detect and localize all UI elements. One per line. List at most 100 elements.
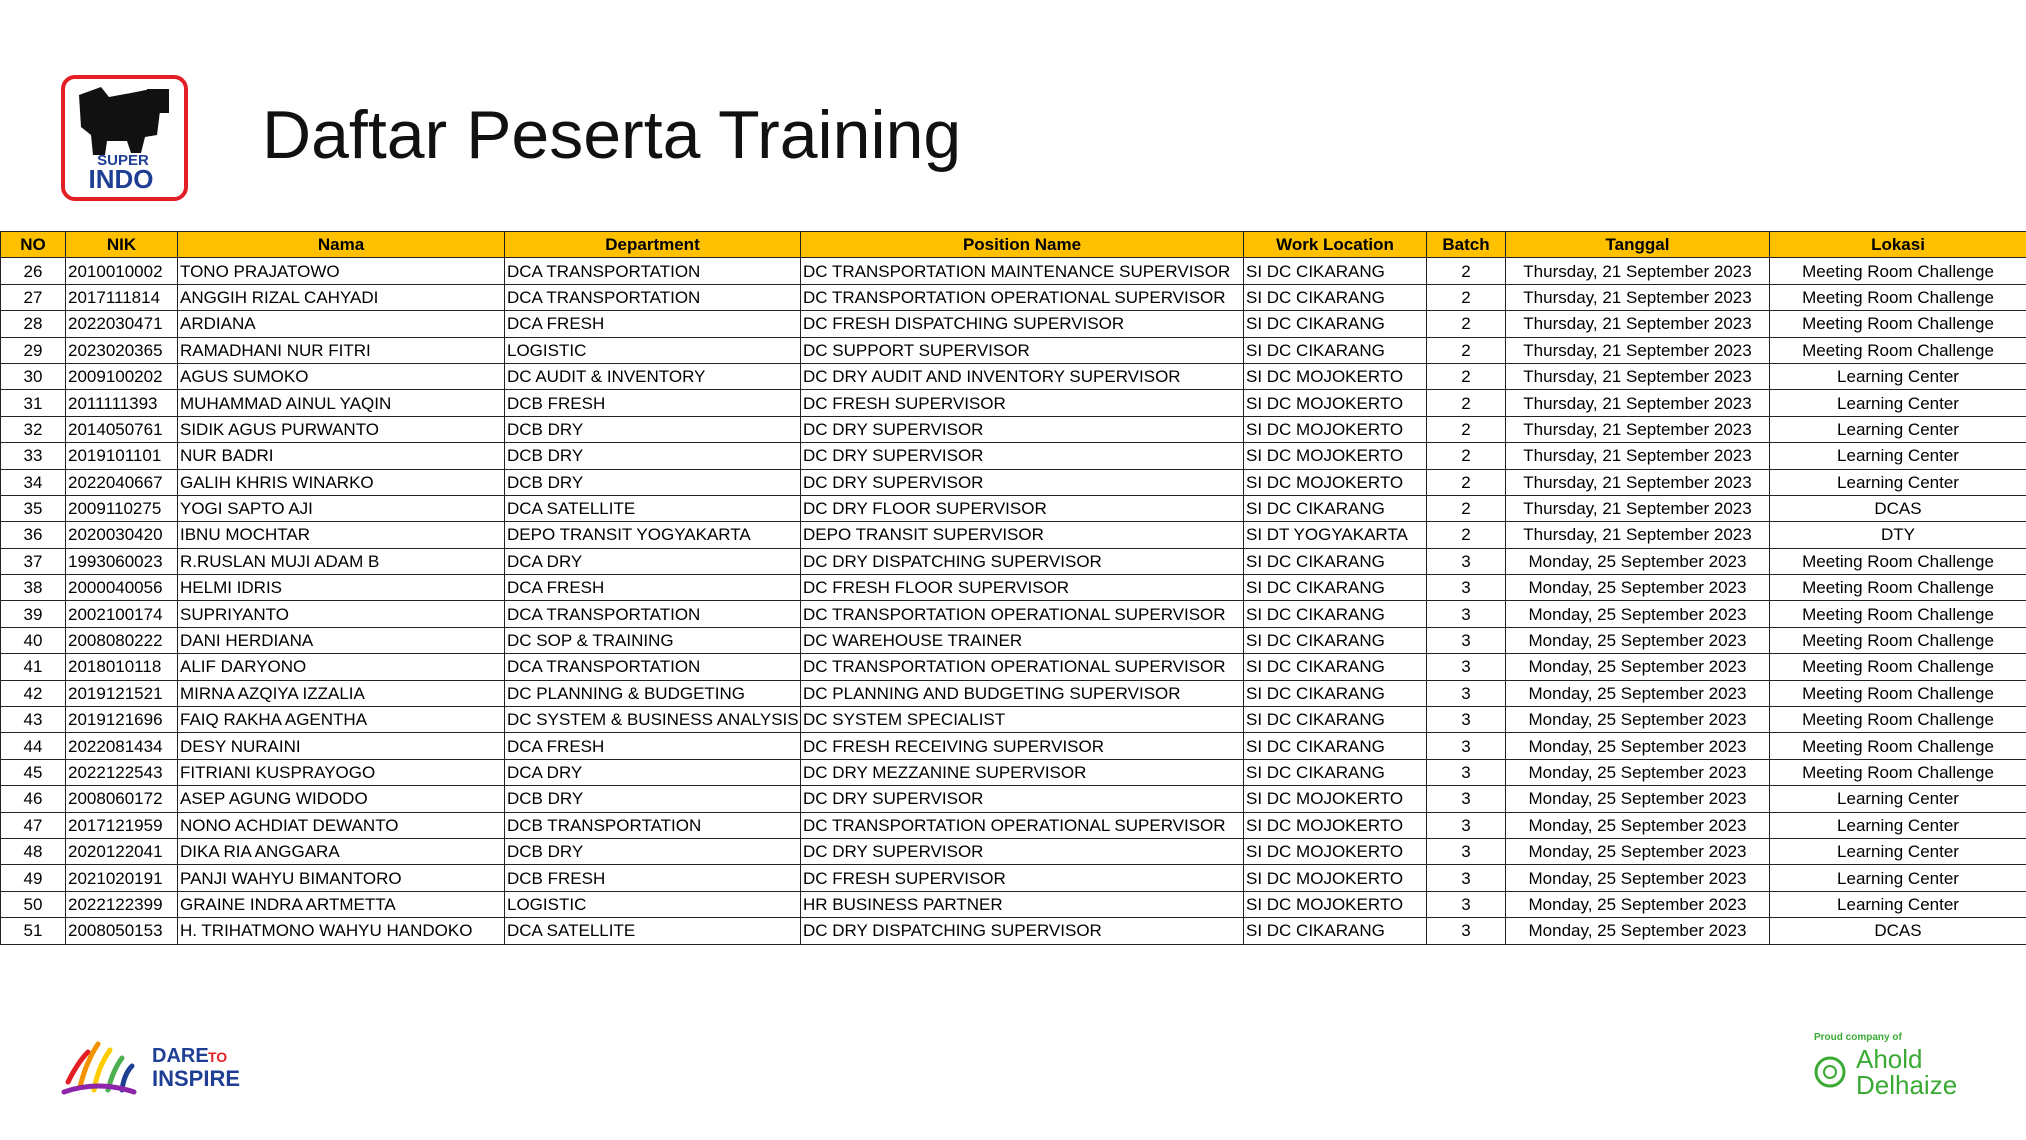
ahold-delhaize-logo: Proud company of Ahold Delhaize: [1814, 1032, 1957, 1098]
dare-to-inspire-logo: DARE TO INSPIRE: [61, 1041, 240, 1095]
table-cell: DEPO TRANSIT YOGYAKARTA: [504, 521, 801, 549]
table-row: 35 2009110275 YOGI SAPTO AJI DCA SATELLITE D…: [0, 494, 2026, 523]
table-cell: 2000040056: [65, 574, 178, 602]
table-cell: ANGGIH RIZAL CAHYADI: [177, 283, 505, 312]
table-cell: SI DC MOJOKERTO: [1243, 415, 1427, 444]
table-cell: HR BUSINESS PARTNER: [800, 890, 1244, 919]
column-header: Nama: [177, 230, 505, 259]
table-cell: Monday, 25 September 2023: [1505, 864, 1770, 892]
table-row: 32 2014050761 SIDIK AGUS PURWANTO DCB DRY DC…: [0, 415, 2026, 444]
table-cell: Monday, 25 September 2023: [1505, 600, 1770, 628]
table-cell: DC DRY DISPATCHING SUPERVISOR: [800, 917, 1244, 945]
table-cell: DC AUDIT & INVENTORY: [504, 362, 801, 391]
logo-text: DARE: [152, 1045, 209, 1067]
table-cell: DCA FRESH: [504, 310, 801, 338]
table-cell: 41: [0, 653, 66, 681]
table-row: 46 2008060172 ASEP AGUNG WIDODO DCB DRY DC D…: [0, 785, 2026, 813]
table-cell: Monday, 25 September 2023: [1505, 626, 1770, 655]
table-cell: Monday, 25 September 2023: [1505, 679, 1770, 708]
column-header: Tanggal: [1505, 230, 1770, 259]
table-cell: DCAS: [1769, 494, 2026, 523]
table-cell: SIDIK AGUS PURWANTO: [177, 415, 505, 444]
table-cell: 3: [1426, 626, 1506, 655]
table-cell: 2017121959: [65, 811, 178, 839]
table-cell: HELMI IDRIS: [177, 574, 505, 602]
table-cell: DCA SATELLITE: [504, 917, 801, 945]
table-cell: 2009100202: [65, 362, 178, 391]
table-cell: 2022122543: [65, 758, 178, 787]
table-cell: DC PLANNING & BUDGETING: [504, 679, 801, 708]
table-cell: DCAS: [1769, 917, 2026, 945]
table-cell: 3: [1426, 547, 1506, 576]
table-cell: 2019101101: [65, 442, 178, 470]
table-row: 47 2017121959 NONO ACHDIAT DEWANTO DCB TRAN…: [0, 811, 2026, 839]
table-cell: SI DC CIKARANG: [1243, 336, 1427, 364]
table-cell: 38: [0, 574, 66, 602]
table-cell: Meeting Room Challenge: [1769, 547, 2026, 576]
logo-text: TO: [208, 1049, 227, 1065]
table-cell: R.RUSLAN MUJI ADAM B: [177, 547, 505, 576]
table-cell: DC DRY MEZZANINE SUPERVISOR: [800, 758, 1244, 787]
table-cell: Meeting Room Challenge: [1769, 706, 2026, 734]
table-cell: DCA TRANSPORTATION: [504, 257, 801, 285]
table-cell: 2: [1426, 336, 1506, 364]
table-cell: IBNU MOCHTAR: [177, 521, 505, 549]
table-cell: RAMADHANI NUR FITRI: [177, 336, 505, 364]
table-cell: SI DC CIKARANG: [1243, 310, 1427, 338]
header-row: NO NIK Nama Department Position Name Work Loc…: [0, 230, 2026, 259]
table-cell: Monday, 25 September 2023: [1505, 758, 1770, 787]
table-cell: Thursday, 21 September 2023: [1505, 415, 1770, 444]
table-cell: 2022040667: [65, 468, 178, 496]
table-cell: GALIH KHRIS WINARKO: [177, 468, 505, 496]
table-cell: DCB DRY: [504, 442, 801, 470]
logo-text: INDO: [89, 164, 154, 194]
table-cell: SI DC MOJOKERTO: [1243, 864, 1427, 892]
table-cell: SI DC MOJOKERTO: [1243, 468, 1427, 496]
table-cell: DCA TRANSPORTATION: [504, 283, 801, 312]
table-cell: 26: [0, 257, 66, 285]
table-cell: Meeting Room Challenge: [1769, 758, 2026, 787]
table-cell: SI DC CIKARANG: [1243, 257, 1427, 285]
table-cell: LOGISTIC: [504, 336, 801, 364]
table-row: 33 2019101101 NUR BADRI DCB DRY DC DRY SUPER…: [0, 442, 2026, 470]
table-cell: TONO PRAJATOWO: [177, 257, 505, 285]
table-cell: Thursday, 21 September 2023: [1505, 283, 1770, 312]
table-cell: SI DC CIKARANG: [1243, 917, 1427, 945]
table-cell: 42: [0, 679, 66, 708]
table-cell: DCA FRESH: [504, 732, 801, 760]
column-header: Work Location: [1243, 230, 1427, 259]
table-cell: DC FRESH SUPERVISOR: [800, 389, 1244, 417]
table-cell: 3: [1426, 917, 1506, 945]
table-cell: Thursday, 21 September 2023: [1505, 442, 1770, 470]
table-cell: Meeting Room Challenge: [1769, 283, 2026, 312]
table-row: 49 2021020191 PANJI WAHYU BIMANTORO DCB FRE…: [0, 864, 2026, 892]
table-cell: DIKA RIA ANGGARA: [177, 837, 505, 866]
logo-text: SUPER: [97, 152, 149, 169]
table-cell: 3: [1426, 574, 1506, 602]
table-cell: 3: [1426, 706, 1506, 734]
table-cell: Monday, 25 September 2023: [1505, 574, 1770, 602]
table-cell: DCA FRESH: [504, 574, 801, 602]
logo-text: Ahold: [1856, 1044, 1923, 1074]
table-cell: Monday, 25 September 2023: [1505, 732, 1770, 760]
table-cell: FITRIANI KUSPRAYOGO: [177, 758, 505, 787]
table-row: 37 1993060023 R.RUSLAN MUJI ADAM B DCA DRY D…: [0, 547, 2026, 576]
table-cell: Thursday, 21 September 2023: [1505, 494, 1770, 523]
table-cell: SI DC MOJOKERTO: [1243, 442, 1427, 470]
table-cell: DC DRY DISPATCHING SUPERVISOR: [800, 547, 1244, 576]
table-cell: 49: [0, 864, 66, 892]
table-row: 41 2018010118 ALIF DARYONO DCA TRANSPORTATI…: [0, 653, 2026, 681]
table-cell: DC SUPPORT SUPERVISOR: [800, 336, 1244, 364]
table-cell: 2: [1426, 468, 1506, 496]
table-cell: 50: [0, 890, 66, 919]
logo-text: INSPIRE: [152, 1066, 240, 1091]
table-cell: 45: [0, 758, 66, 787]
table-cell: PANJI WAHYU BIMANTORO: [177, 864, 505, 892]
table-cell: Monday, 25 September 2023: [1505, 653, 1770, 681]
table-cell: 2022081434: [65, 732, 178, 760]
table-row: 44 2022081434 DESY NURAINI DCA FRESH DC FRES…: [0, 732, 2026, 760]
table-body: 26 2010010002 TONO PRAJATOWO DCA TRANSPORTA…: [0, 257, 2026, 945]
table-cell: 3: [1426, 758, 1506, 787]
table-cell: SI DC CIKARANG: [1243, 600, 1427, 628]
